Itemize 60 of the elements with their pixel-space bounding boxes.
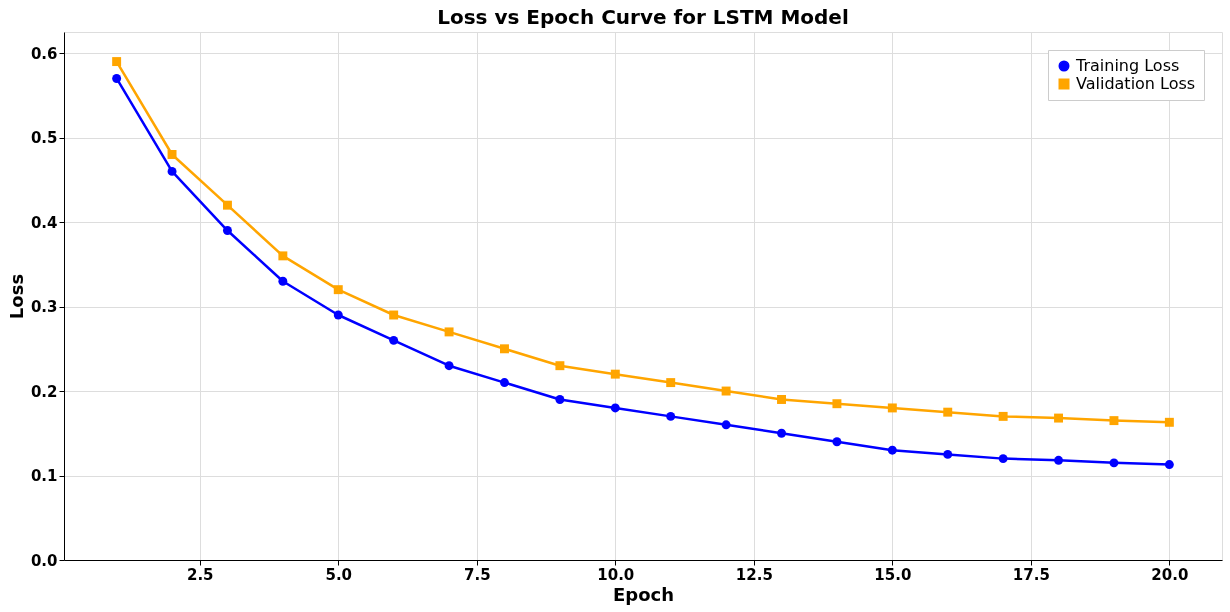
- point: [998, 454, 1008, 464]
- y-tick-label: 0.3: [30, 298, 58, 317]
- point: [666, 411, 676, 421]
- point: [389, 310, 399, 320]
- x-tick-label: 5.0: [325, 565, 353, 584]
- point: [500, 344, 509, 354]
- point: [832, 437, 842, 447]
- point: [444, 361, 454, 371]
- point: [112, 57, 122, 67]
- point: [1164, 460, 1174, 469]
- y-tick-label: 0.1: [30, 467, 58, 486]
- point: [943, 407, 953, 417]
- y-tick-label: 0.6: [30, 44, 58, 63]
- x-tick-label: 20.0: [1151, 565, 1189, 584]
- point: [167, 150, 177, 159]
- x-tick-label: 15.0: [874, 565, 912, 584]
- point: [721, 386, 731, 396]
- y-tick-label: 0.0: [30, 551, 58, 570]
- y-axis-title: Loss: [5, 273, 27, 320]
- point: [555, 395, 565, 404]
- point: [555, 361, 565, 371]
- point: [333, 310, 343, 320]
- point: [777, 428, 786, 438]
- point: [1054, 455, 1064, 465]
- point: [721, 420, 731, 430]
- y-tick-label: 0.5: [30, 129, 58, 148]
- point: [167, 166, 177, 176]
- x-tick-label: 7.5: [463, 565, 491, 584]
- point: [444, 327, 454, 337]
- point: [610, 403, 620, 413]
- y-tick-label: 0.2: [30, 382, 58, 401]
- point: [610, 369, 620, 379]
- point: [500, 378, 509, 388]
- point: [777, 395, 786, 404]
- x-axis-title: Epoch: [612, 583, 675, 605]
- point: [832, 399, 842, 409]
- point: [1109, 416, 1119, 426]
- point: [222, 226, 232, 235]
- point: [887, 445, 897, 455]
- x-tick-label: 2.5: [186, 565, 214, 584]
- point: [333, 285, 343, 295]
- point: [112, 74, 122, 83]
- point: [666, 378, 676, 388]
- point: [943, 449, 953, 459]
- point: [278, 276, 288, 286]
- x-tick-label: 10.0: [597, 565, 635, 584]
- y-tick-label: 0.4: [30, 213, 58, 232]
- point: [389, 335, 399, 345]
- legend-label: Validation Loss: [1076, 74, 1196, 93]
- point: [1109, 458, 1119, 468]
- point: [222, 200, 232, 210]
- point: [1164, 417, 1174, 427]
- point: [998, 411, 1008, 421]
- chart-title: Loss vs Epoch Curve for LSTM Model: [437, 5, 849, 29]
- point: [278, 251, 288, 261]
- legend-label: Training Loss: [1075, 56, 1180, 75]
- point: [887, 403, 897, 413]
- point: [1054, 413, 1064, 423]
- x-tick-label: 12.5: [735, 565, 773, 584]
- x-tick-label: 17.5: [1012, 565, 1050, 584]
